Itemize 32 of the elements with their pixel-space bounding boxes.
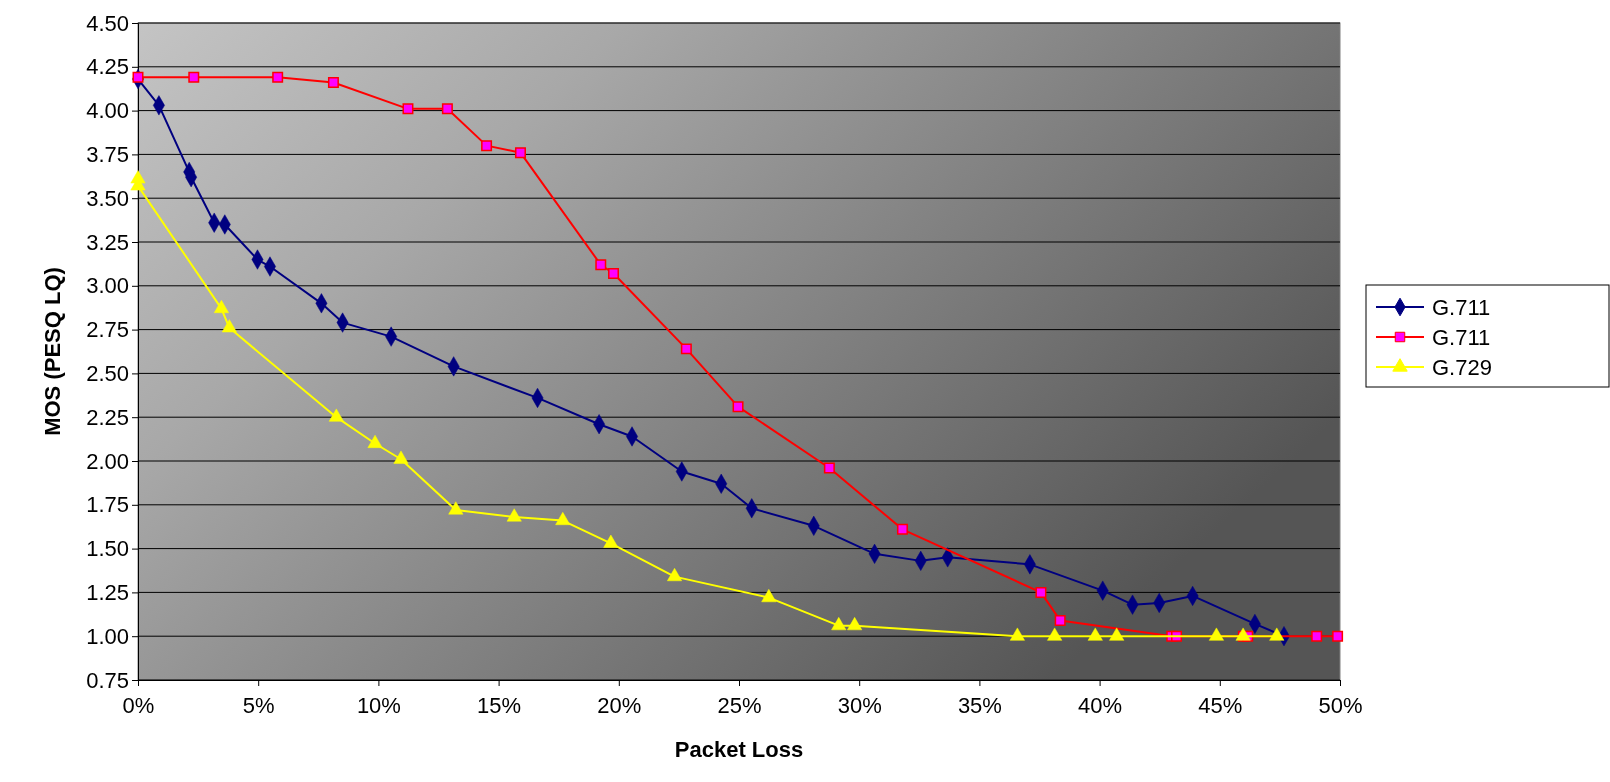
y-tick-label: 0.75 xyxy=(86,667,129,693)
x-tick-label: 20% xyxy=(597,693,642,719)
y-tick-label: 1.25 xyxy=(86,579,129,605)
y-tick-label: 2.75 xyxy=(86,317,129,343)
legend-label: G.711 xyxy=(1432,325,1491,350)
y-tick-label: 3.00 xyxy=(86,273,129,299)
legend-label: G.729 xyxy=(1432,355,1492,380)
x-tick-label: 35% xyxy=(957,693,1002,719)
x-tick-label: 15% xyxy=(477,693,522,719)
x-tick-label: 30% xyxy=(837,693,882,719)
y-tick-label: 3.50 xyxy=(86,185,129,211)
x-tick-label: 25% xyxy=(717,693,762,719)
x-tick-label: 50% xyxy=(1318,693,1363,719)
y-axis-title: MOS (PESQ LQ) xyxy=(40,267,65,436)
y-tick-label: 2.25 xyxy=(86,404,129,430)
y-tick-label: 1.50 xyxy=(86,536,129,562)
x-tick-label: 0% xyxy=(122,693,155,719)
y-tick-label: 4.25 xyxy=(86,54,129,80)
x-tick-label: 45% xyxy=(1198,693,1243,719)
y-tick-label: 4.00 xyxy=(86,98,129,124)
y-tick-label: 1.75 xyxy=(86,492,129,518)
y-tick-label: 3.75 xyxy=(86,141,129,167)
x-tick-label: 10% xyxy=(356,693,401,719)
x-tick-label: 5% xyxy=(242,693,275,719)
x-axis-title: Packet Loss xyxy=(674,737,804,762)
y-tick-label: 3.25 xyxy=(86,229,129,255)
legend-label: G.711 xyxy=(1432,295,1491,320)
y-tick-label: 4.50 xyxy=(86,10,129,36)
y-tick-label: 2.00 xyxy=(86,448,129,474)
y-tick-label: 1.00 xyxy=(86,623,129,649)
y-tick-label: 2.50 xyxy=(86,360,129,386)
x-tick-label: 40% xyxy=(1078,693,1123,719)
